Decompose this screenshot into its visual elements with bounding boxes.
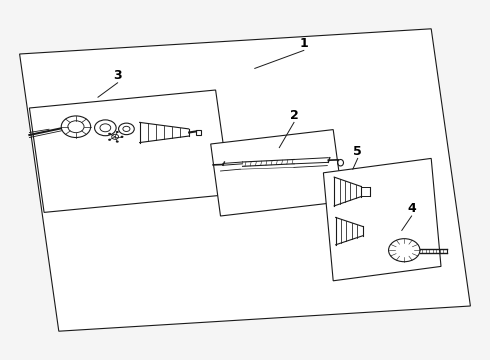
Circle shape [121, 136, 123, 138]
Polygon shape [29, 90, 230, 212]
Text: 1: 1 [299, 37, 308, 50]
Text: 3: 3 [113, 69, 122, 82]
Polygon shape [323, 158, 441, 281]
Circle shape [116, 131, 119, 133]
Circle shape [119, 123, 134, 135]
Text: 2: 2 [290, 109, 298, 122]
Circle shape [108, 133, 111, 135]
Circle shape [389, 239, 420, 262]
Circle shape [61, 116, 91, 138]
Polygon shape [211, 130, 343, 216]
Circle shape [116, 140, 119, 143]
Polygon shape [20, 29, 470, 331]
Text: 5: 5 [353, 145, 362, 158]
Circle shape [108, 139, 111, 141]
Text: 4: 4 [407, 202, 416, 215]
Circle shape [95, 120, 116, 136]
